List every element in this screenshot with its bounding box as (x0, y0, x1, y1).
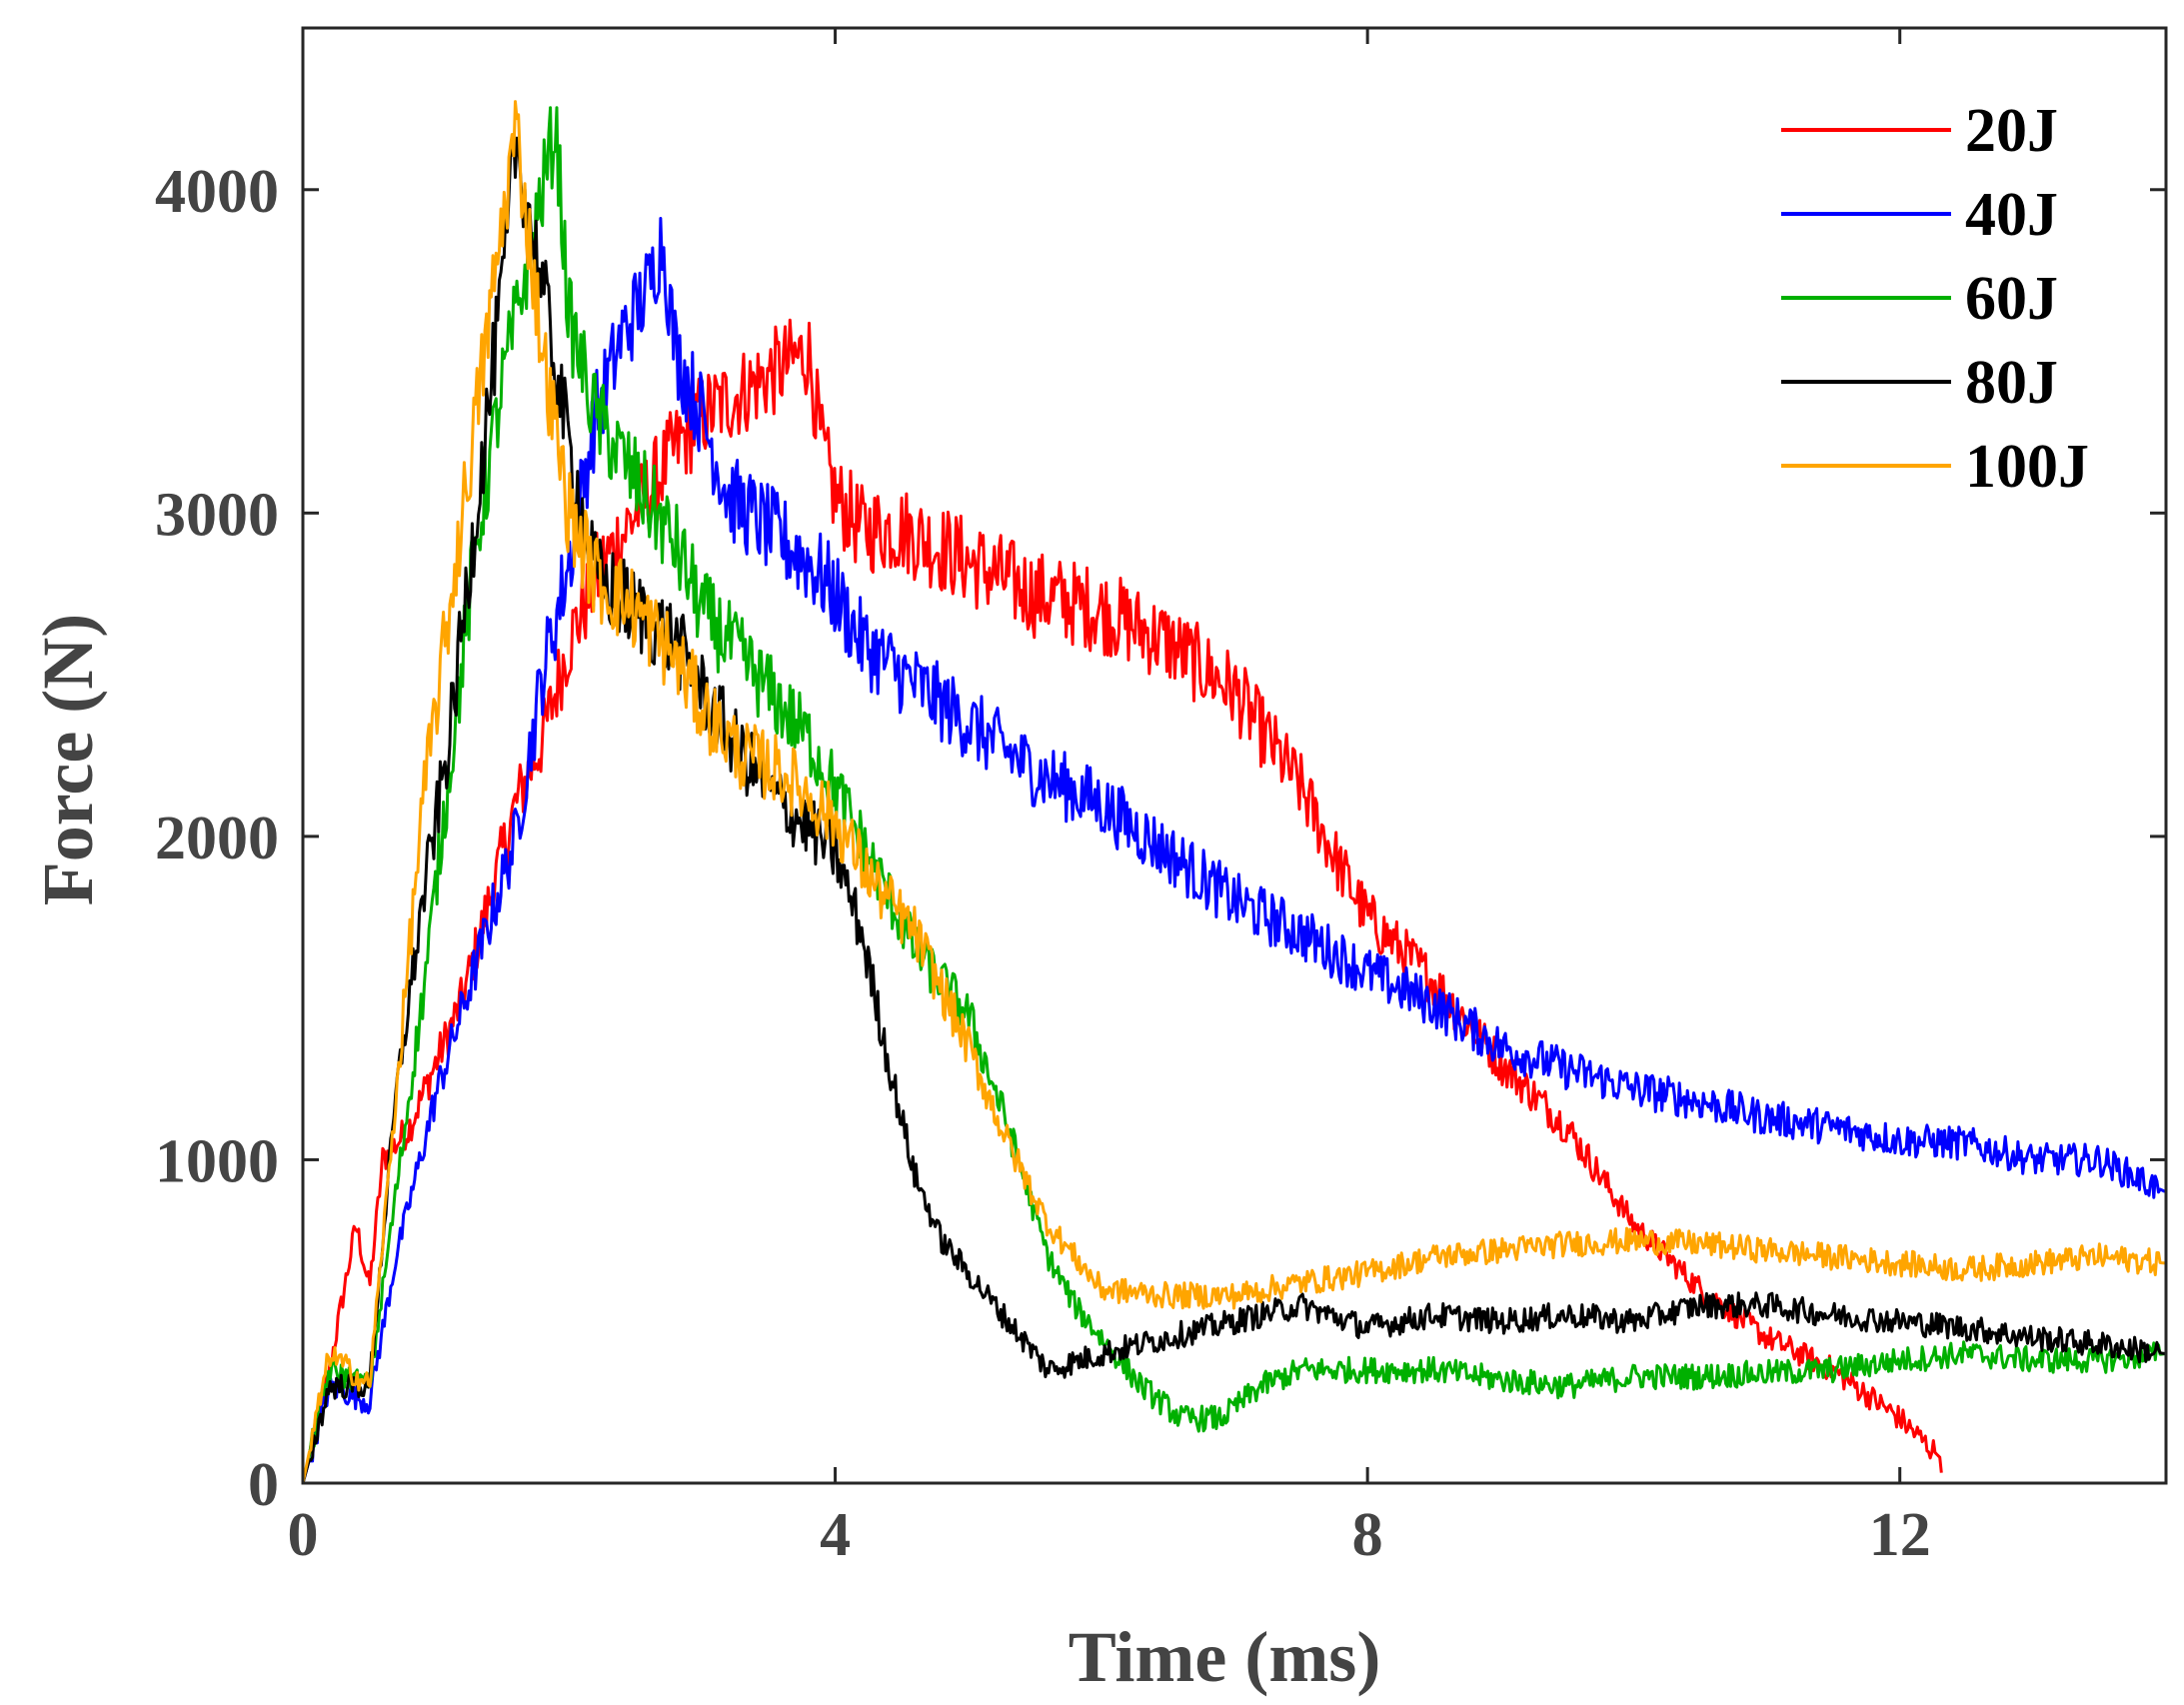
series-line-100J (301, 100, 2166, 1484)
legend-label-20J: 20J (1965, 97, 2058, 165)
x-tick-label: 8 (1352, 1501, 1383, 1569)
y-tick-label: 0 (248, 1451, 279, 1519)
y-tick-label: 2000 (155, 805, 279, 872)
legend-label-40J: 40J (1965, 181, 2058, 249)
plot-frame (301, 26, 2168, 1485)
legend: 20J 40J 60J 80J 100J (1781, 97, 2089, 501)
y-tick-label: 1000 (155, 1127, 279, 1195)
series-line-20J (301, 318, 1943, 1484)
tick-layer: 0 4 8 12 0 1000 2000 3000 4000 (155, 28, 2166, 1569)
y-tick-label: 3000 (155, 481, 279, 549)
y-axis-title: Force (N) (28, 614, 108, 906)
legend-label-60J: 60J (1965, 265, 2058, 333)
series-line-40J (301, 217, 2166, 1484)
legend-label-80J: 80J (1965, 349, 2058, 417)
x-tick-label: 12 (1869, 1501, 1931, 1569)
series-line-80J (301, 135, 2166, 1484)
x-axis-title: Time (ms) (1069, 1617, 1381, 1697)
x-tick-label: 4 (820, 1501, 851, 1569)
legend-label-100J: 100J (1965, 433, 2089, 501)
y-tick-label: 4000 (155, 158, 279, 226)
x-tick-label: 0 (288, 1501, 319, 1569)
series-line-60J (301, 106, 2165, 1484)
series-layer (301, 100, 2166, 1484)
